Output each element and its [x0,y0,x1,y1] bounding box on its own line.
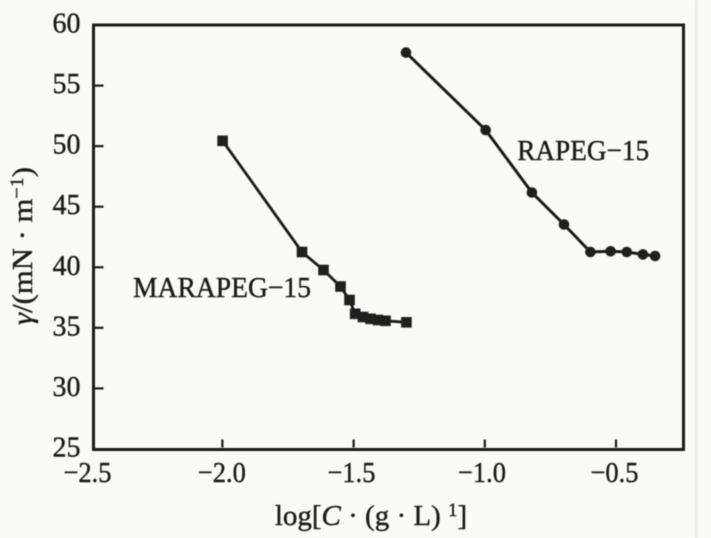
svg-text:−2.0: −2.0 [198,457,246,489]
svg-text:50: 50 [53,129,81,161]
svg-text:45: 45 [53,189,81,221]
svg-text:60: 60 [53,8,81,40]
svg-text:30: 30 [53,371,81,403]
svg-text:γ/(mN · m−1): γ/(mN · m−1) [7,167,39,325]
svg-text:log[C · (g · L) 1]: log[C · (g · L) 1] [275,500,467,532]
svg-text:MARAPEG−15: MARAPEG−15 [133,272,311,304]
svg-text:−2.5: −2.5 [64,457,112,489]
svg-text:−1.5: −1.5 [328,457,376,489]
svg-text:55: 55 [53,68,81,100]
svg-text:RAPEG−15: RAPEG−15 [517,135,649,167]
svg-text:40: 40 [53,250,81,282]
svg-text:25: 25 [53,432,81,464]
svg-text:−0.5: −0.5 [591,457,639,489]
svg-text:35: 35 [53,310,81,342]
svg-text:−1.0: −1.0 [458,457,506,489]
